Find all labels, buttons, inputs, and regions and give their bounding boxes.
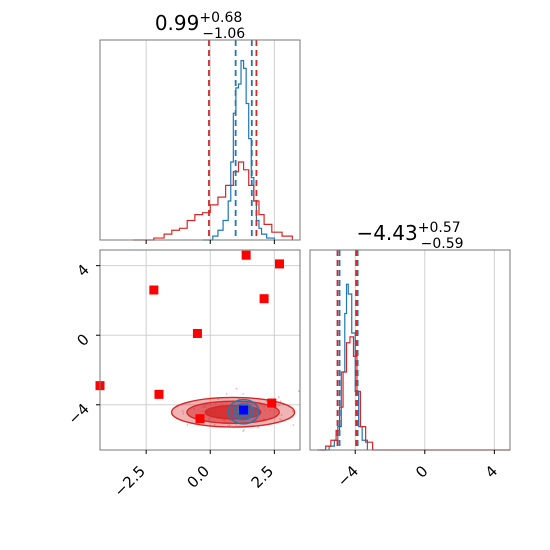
red-marker-8 — [274, 259, 284, 269]
histogram-series-1 — [316, 336, 510, 451]
x-tick-label: 0.0 — [183, 462, 213, 492]
sample-point — [291, 410, 294, 413]
x-tick-label: −2.5 — [110, 462, 148, 500]
sample-point — [214, 423, 216, 426]
sample-point — [297, 390, 300, 393]
y-tick-label: 0 — [73, 330, 92, 349]
red-marker-2 — [154, 389, 164, 399]
sample-point — [277, 404, 279, 407]
sample-point — [235, 387, 238, 390]
sample-point — [182, 412, 185, 415]
red-marker-1 — [149, 285, 159, 295]
lower-right-marginal-panel: −4 0 4 −4.43+0.57 −0.59 — [309, 220, 511, 490]
upper-left-marginal-panel: 0.99+0.68 −1.06 — [99, 10, 301, 244]
red-marker-5 — [241, 250, 251, 260]
sample-point — [292, 424, 295, 426]
y-tick-label: 4 — [73, 261, 92, 280]
red-marker-3 — [192, 328, 202, 338]
sample-point — [280, 414, 283, 416]
histogram-series-0 — [202, 60, 275, 241]
x-tick-label: 4 — [482, 462, 501, 481]
red-marker-4 — [195, 414, 205, 424]
sample-point — [278, 396, 280, 398]
sample-point — [279, 400, 282, 403]
sample-point — [225, 393, 228, 395]
sample-point — [265, 400, 268, 403]
histogram-series-1 — [133, 161, 293, 241]
y-tick-label: −4 — [64, 400, 92, 428]
sample-point — [242, 430, 245, 432]
sample-point — [242, 393, 244, 395]
lower-left-frame — [99, 249, 301, 451]
lower-right-frame — [309, 249, 511, 451]
sample-point — [279, 418, 281, 420]
sample-point — [257, 426, 260, 428]
x-tick-label: 0 — [412, 462, 431, 481]
red-marker-7 — [267, 398, 277, 408]
red-marker-6 — [259, 294, 269, 304]
upper-panel-frame — [99, 39, 301, 241]
sample-point — [243, 429, 245, 431]
x-tick-label: 2.5 — [248, 462, 278, 492]
lower-right-title: −4.43+0.57 −0.59 — [356, 220, 463, 252]
blue-marker — [239, 405, 249, 415]
sample-point — [186, 424, 189, 426]
sample-point — [228, 424, 231, 426]
upper-panel-title: 0.99+0.68 −1.06 — [155, 10, 245, 42]
lower-left-2d-panel: −2.5 0.0 2.5 −4 0 4 — [64, 249, 301, 501]
sample-point — [278, 404, 281, 406]
x-tick-label: −4 — [334, 462, 362, 490]
sample-point — [181, 410, 184, 412]
sample-point — [217, 398, 220, 401]
